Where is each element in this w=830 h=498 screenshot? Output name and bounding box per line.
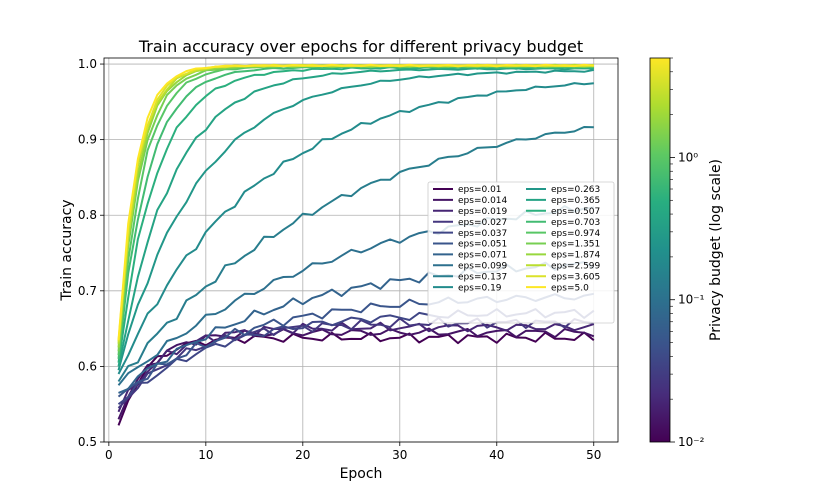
legend-label: eps=1.351 (551, 240, 600, 250)
y-tick-label: 0.5 (78, 435, 97, 449)
x-tick-label: 10 (198, 448, 213, 462)
legend-label: eps=1.874 (551, 251, 601, 261)
series-line (117, 63, 594, 341)
colorbar-tick-label: 10⁻² (678, 435, 705, 449)
legend-label: eps=5.0 (551, 283, 589, 293)
series-line (117, 82, 594, 375)
colorbar (649, 57, 671, 443)
legend-label: eps=0.037 (458, 229, 507, 239)
x-tick-label: 30 (392, 448, 407, 462)
legend-label: eps=2.599 (551, 262, 601, 272)
series-lines (117, 63, 595, 426)
legend-box (427, 181, 615, 324)
legend-label: eps=0.703 (551, 218, 600, 228)
colorbar-tick-label: 10⁰ (678, 150, 698, 164)
y-tick-label: 0.8 (78, 208, 97, 222)
y-tick-label: 1.0 (78, 57, 97, 71)
legend-label: eps=0.19 (458, 283, 502, 293)
legend-label: eps=0.263 (551, 185, 600, 195)
x-axis-label: Epoch (340, 466, 383, 482)
legend-label: eps=0.014 (458, 196, 508, 206)
legend-label: eps=0.137 (458, 272, 507, 282)
x-tick-label: 20 (295, 448, 310, 462)
series-line (117, 68, 594, 371)
legend-label: eps=0.019 (458, 207, 508, 217)
y-axis-label: Train accuracy (59, 199, 75, 301)
series-line (117, 331, 595, 426)
y-tick-label: 0.6 (78, 359, 97, 373)
legend-label: eps=0.027 (458, 218, 507, 228)
legend-label: eps=0.507 (551, 207, 600, 217)
colorbar-ticks: 10⁻² 10⁻¹ 10⁰ (670, 57, 705, 449)
x-tick-label: 40 (489, 448, 504, 462)
legend: eps=0.01eps=0.014eps=0.019eps=0.027eps=0… (427, 181, 615, 324)
legend-label: eps=0.099 (458, 262, 508, 272)
legend-label: eps=0.01 (458, 185, 502, 195)
chart-title: Train accuracy over epochs for different… (138, 37, 583, 56)
series-line (117, 327, 595, 420)
x-tick-label: 50 (586, 448, 601, 462)
y-tick-label: 0.7 (78, 284, 97, 298)
colorbar-label: Privacy budget (log scale) (708, 159, 724, 341)
colorbar-tick-label: 10⁻¹ (678, 293, 705, 307)
x-tick-label: 0 (105, 448, 113, 462)
y-ticks: 0.5 0.6 0.7 0.8 0.9 1.0 (78, 57, 104, 449)
legend-label: eps=0.365 (551, 196, 600, 206)
x-ticks: 0 10 20 30 40 50 (105, 442, 601, 462)
y-tick-label: 0.9 (78, 133, 97, 147)
legend-label: eps=0.071 (458, 251, 507, 261)
series-line (117, 126, 594, 383)
legend-label: eps=0.974 (551, 229, 601, 239)
series-line (117, 321, 595, 413)
plot-frame (103, 57, 619, 443)
legend-label: eps=3.605 (551, 272, 600, 282)
legend-label: eps=0.051 (458, 240, 507, 250)
